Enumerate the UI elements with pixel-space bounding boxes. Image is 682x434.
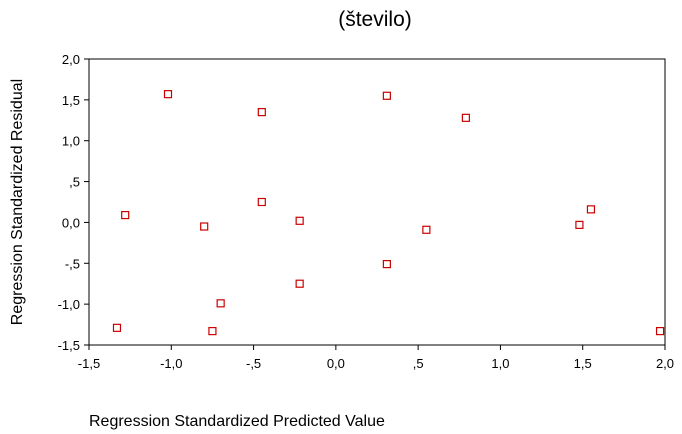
data-point	[208, 327, 217, 336]
data-point	[382, 91, 391, 100]
data-point	[200, 222, 209, 231]
data-point	[112, 323, 122, 332]
data-points	[112, 90, 665, 336]
data-point	[586, 205, 596, 214]
x-tick-label: -,5	[246, 356, 261, 371]
data-point	[295, 279, 304, 288]
x-axis-ticks: -1,5 -1,0 -,5 0,0 ,5 1,0 1,5 2,0	[78, 345, 674, 371]
x-axis-label: Regression Standardized Predicted Value	[89, 413, 385, 430]
data-point	[257, 197, 266, 207]
x-tick-label: 1,5	[574, 356, 592, 371]
x-tick-label: 0,0	[327, 356, 345, 371]
data-point	[422, 225, 431, 234]
y-tick-label: -,5	[65, 256, 80, 271]
x-tick-label: -1,5	[78, 356, 100, 371]
y-tick-label: 1,5	[62, 93, 80, 108]
data-point	[163, 90, 173, 99]
y-tick-label: 1,0	[62, 134, 80, 149]
data-point	[655, 327, 665, 336]
x-tick-label: ,5	[413, 356, 424, 371]
x-tick-label: 2,0	[656, 356, 674, 371]
data-point	[382, 260, 391, 269]
y-axis-ticks: 2,0 1,5 1,0 ,5 0,0 -,5 -1,0 -1,5	[58, 52, 89, 353]
plot-frame	[88, 58, 666, 346]
y-tick-label: ,5	[69, 175, 80, 190]
data-point	[295, 216, 304, 225]
y-tick-label: 2,0	[62, 52, 80, 67]
x-tick-label: 1,0	[491, 356, 509, 371]
data-point	[461, 113, 470, 122]
y-tick-label: 0,0	[62, 215, 80, 230]
data-point	[575, 220, 584, 229]
y-tick-label: -1,0	[58, 297, 80, 312]
chart-title: (število)	[338, 8, 412, 31]
data-point	[216, 299, 225, 308]
data-point	[257, 108, 266, 117]
data-point	[121, 210, 130, 220]
x-tick-label: -1,0	[160, 356, 182, 371]
y-tick-label: -1,5	[58, 338, 80, 353]
